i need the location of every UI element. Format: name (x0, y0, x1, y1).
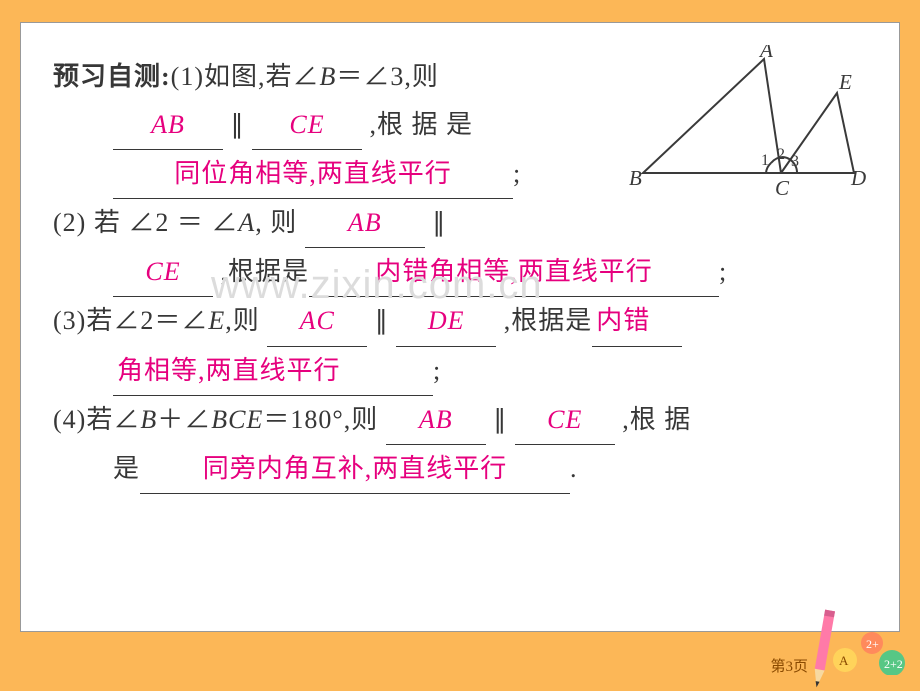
q3-reason1-blank: 内错 (592, 297, 682, 346)
q3-line1: (3)若∠2＝∠E,则 AC ∥ DE ,根据是内错 (53, 297, 867, 346)
q1-blank2: CE (252, 101, 362, 150)
q4-reason-blank: 同旁内角互补,两直线平行 (140, 445, 570, 494)
q4-blank2: CE (515, 396, 615, 445)
q2-prefix: (2) 若 ∠2 ＝ ∠ (53, 208, 238, 237)
q3-tail: ; (433, 356, 441, 385)
q1-ans2: CE (289, 110, 324, 139)
q3-mid: ,则 (225, 306, 260, 335)
q2-blank2: CE (113, 248, 213, 297)
corner-decor: A 2+ 2+2 (830, 615, 910, 680)
document-sheet: www.zixin.com.cn 预习自测:(1)如图,若∠B＝∠3,则 AB … (20, 22, 900, 632)
q3-reason2-blank: 角相等,两直线平行 (113, 347, 433, 396)
q3-reason2: 角相等,两直线平行 (117, 356, 341, 385)
q4-blank1: AB (386, 396, 486, 445)
q2-line1: (2) 若 ∠2 ＝ ∠A, 则 AB ∥ (53, 199, 613, 248)
q2-ans1: AB (348, 208, 382, 237)
q1-reason: 同位角相等,两直线平行 (174, 159, 452, 188)
q1-prefix: (1)如图,若∠ (171, 62, 320, 91)
q2-blank1: AB (305, 199, 425, 248)
q3-reason1: 内错 (596, 306, 650, 335)
svg-text:2+: 2+ (866, 637, 879, 651)
q4-line2a: 是 (113, 454, 140, 483)
page-number: 第3页 (770, 655, 808, 676)
q1-ans1: AB (151, 110, 185, 139)
q1-line3: 同位角相等,两直线平行; (53, 150, 613, 199)
q3-blank1: AC (267, 297, 367, 346)
angle-3: 3 (791, 153, 799, 170)
label-B: B (629, 166, 642, 190)
q4-after: ,根 据 (622, 405, 691, 434)
svg-text:2+2: 2+2 (884, 657, 903, 671)
label-C: C (775, 176, 790, 200)
q2-parallel: ∥ (432, 208, 446, 237)
q4-reason: 同旁内角互补,两直线平行 (203, 454, 508, 483)
q4-line1: (4)若∠B＋∠BCE＝180°,则 AB ∥ CE ,根 据 (53, 396, 867, 445)
q1-blank1: AB (113, 101, 223, 150)
q3-varE: E (208, 306, 225, 335)
q3-ans1: AC (300, 306, 335, 335)
angle-2: 2 (777, 146, 785, 163)
q1-varB: B (320, 62, 337, 91)
q4-tail: . (570, 454, 578, 483)
svg-text:A: A (839, 653, 849, 668)
label-D: D (850, 166, 866, 190)
q2-ans2: CE (145, 257, 180, 286)
q1-after: ,根 据 是 (370, 110, 474, 139)
q4-line2: 是 同旁内角互补,两直线平行. (53, 445, 867, 494)
q3-line2: 角相等,两直线平行; (53, 347, 867, 396)
label-E: E (838, 70, 852, 94)
q4-ans2: CE (547, 405, 582, 434)
q3-ans2: DE (428, 306, 465, 335)
q2-varA: A (238, 208, 255, 237)
q1-line2: AB ∥ CE ,根 据 是 (53, 101, 613, 150)
q3-blank2: DE (396, 297, 496, 346)
q4-ans1: AB (419, 405, 453, 434)
q3-after: ,根据是 (504, 306, 593, 335)
q2-after: ,根据是 (221, 257, 310, 286)
q4-varBCE: BCE (211, 405, 263, 434)
q2-reason: 内错角相等,两直线平行 (375, 257, 653, 286)
q4-mid1: ＋∠ (157, 405, 211, 434)
q2-tail: ; (719, 257, 727, 286)
label-A: A (758, 45, 773, 62)
q4-mid2: ＝180°,则 (263, 405, 378, 434)
q1-line1: 预习自测:(1)如图,若∠B＝∠3,则 (53, 53, 613, 101)
heading: 预习自测: (53, 62, 171, 91)
angle-1: 1 (761, 152, 769, 169)
triangle-diagram: A B C D E 1 2 3 (629, 45, 869, 205)
q1-tail: ; (513, 159, 521, 188)
q2-line2: CE ,根据是 内错角相等,两直线平行; (53, 248, 867, 297)
q2-mid: , 则 (255, 208, 297, 237)
q3-parallel: ∥ (375, 306, 389, 335)
q3-prefix: (3)若∠2＝∠ (53, 306, 208, 335)
q4-varB: B (140, 405, 157, 434)
q1-parallel: ∥ (231, 110, 245, 139)
q4-prefix: (4)若∠ (53, 405, 140, 434)
q2-reason-blank: 内错角相等,两直线平行 (309, 248, 719, 297)
q4-parallel: ∥ (493, 405, 507, 434)
q1-mid: ＝∠3,则 (336, 62, 439, 91)
q1-reason-blank: 同位角相等,两直线平行 (113, 150, 513, 199)
